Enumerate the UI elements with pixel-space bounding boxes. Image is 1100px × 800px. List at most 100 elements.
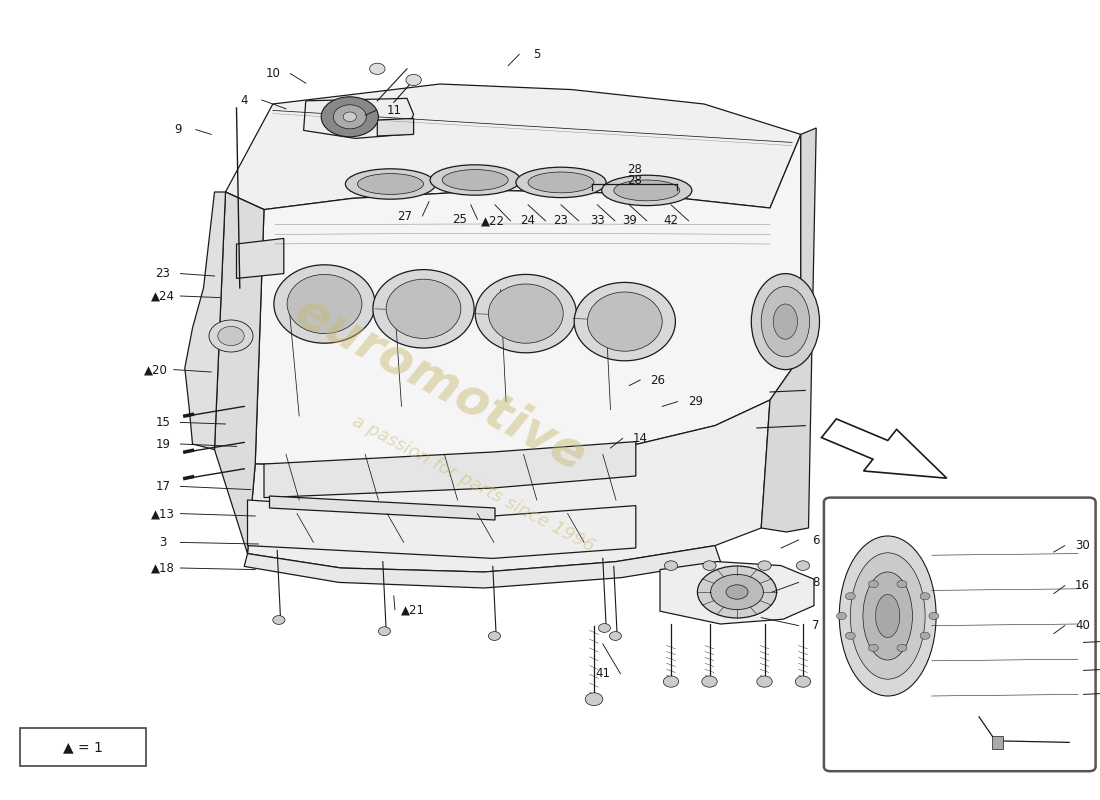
Polygon shape <box>214 192 264 554</box>
Text: ▲21: ▲21 <box>400 603 425 616</box>
Circle shape <box>585 693 603 706</box>
Circle shape <box>609 632 622 640</box>
Ellipse shape <box>761 286 810 357</box>
Ellipse shape <box>864 572 913 660</box>
Circle shape <box>920 593 929 600</box>
Text: 4: 4 <box>241 94 248 106</box>
Circle shape <box>218 326 244 346</box>
Text: 25: 25 <box>452 213 468 226</box>
Ellipse shape <box>321 97 378 137</box>
Circle shape <box>757 676 772 687</box>
Text: a passion for parts since 1996: a passion for parts since 1996 <box>349 412 597 556</box>
Ellipse shape <box>751 274 820 370</box>
Text: 39: 39 <box>621 214 637 227</box>
Ellipse shape <box>373 270 474 348</box>
Circle shape <box>702 676 717 687</box>
Polygon shape <box>214 192 264 464</box>
Polygon shape <box>248 500 636 558</box>
Ellipse shape <box>442 170 508 190</box>
Ellipse shape <box>876 594 900 638</box>
Polygon shape <box>883 512 1081 728</box>
Circle shape <box>758 561 771 570</box>
Ellipse shape <box>528 172 594 193</box>
Ellipse shape <box>488 284 563 343</box>
Text: 8: 8 <box>813 576 820 589</box>
Text: 24: 24 <box>520 214 536 227</box>
Text: 14: 14 <box>632 432 648 445</box>
Text: ▲22: ▲22 <box>481 214 505 227</box>
Text: ▲18: ▲18 <box>151 562 175 574</box>
FancyBboxPatch shape <box>824 498 1096 771</box>
Text: 5: 5 <box>534 48 540 61</box>
Circle shape <box>795 676 811 687</box>
Circle shape <box>703 561 716 570</box>
Circle shape <box>378 627 390 635</box>
Circle shape <box>869 581 879 588</box>
Polygon shape <box>236 238 284 278</box>
Circle shape <box>846 593 856 600</box>
Circle shape <box>663 676 679 687</box>
Circle shape <box>928 613 939 619</box>
Text: 23: 23 <box>553 214 569 227</box>
Text: 40: 40 <box>1075 619 1090 632</box>
Circle shape <box>209 320 253 352</box>
Circle shape <box>846 632 856 639</box>
Polygon shape <box>822 419 947 478</box>
Text: 7: 7 <box>813 619 820 632</box>
Text: 28: 28 <box>627 163 641 176</box>
Polygon shape <box>244 546 721 588</box>
Circle shape <box>664 561 678 570</box>
Text: ▲24: ▲24 <box>151 290 175 302</box>
Circle shape <box>406 74 421 86</box>
Ellipse shape <box>839 536 936 696</box>
Ellipse shape <box>475 274 576 353</box>
Ellipse shape <box>574 282 675 361</box>
Circle shape <box>920 632 929 639</box>
Polygon shape <box>304 98 414 138</box>
Text: 16: 16 <box>1075 579 1090 592</box>
Ellipse shape <box>274 265 375 343</box>
Text: 19: 19 <box>155 438 170 450</box>
Ellipse shape <box>602 175 692 206</box>
Ellipse shape <box>516 167 606 198</box>
Text: 41: 41 <box>595 667 610 680</box>
Polygon shape <box>185 192 226 450</box>
Circle shape <box>896 644 906 651</box>
Text: ▲20: ▲20 <box>144 363 168 376</box>
Ellipse shape <box>726 585 748 599</box>
Text: 26: 26 <box>650 374 666 386</box>
Circle shape <box>370 63 385 74</box>
Text: euromotive: euromotive <box>286 287 594 481</box>
Ellipse shape <box>587 292 662 351</box>
Text: 33: 33 <box>590 214 605 227</box>
Ellipse shape <box>345 169 436 199</box>
Text: ▲ = 1: ▲ = 1 <box>63 740 103 754</box>
Text: 27: 27 <box>397 210 412 222</box>
Text: 30: 30 <box>1075 539 1090 552</box>
Circle shape <box>273 616 285 624</box>
Bar <box>20 728 146 766</box>
Polygon shape <box>248 400 770 572</box>
Text: 9: 9 <box>175 123 182 136</box>
Ellipse shape <box>697 566 777 618</box>
Polygon shape <box>255 134 801 466</box>
Ellipse shape <box>773 304 798 339</box>
Polygon shape <box>226 84 801 210</box>
Text: ▲13: ▲13 <box>151 507 175 520</box>
Text: 3: 3 <box>160 536 166 549</box>
Ellipse shape <box>711 574 763 610</box>
Polygon shape <box>270 496 495 520</box>
Text: 10: 10 <box>265 67 280 80</box>
Text: 11: 11 <box>386 104 402 117</box>
Text: 28: 28 <box>627 174 642 186</box>
Polygon shape <box>264 442 636 498</box>
Circle shape <box>598 624 611 632</box>
Polygon shape <box>377 118 414 136</box>
Circle shape <box>836 613 847 619</box>
Text: 17: 17 <box>155 480 170 493</box>
Text: 42: 42 <box>663 214 679 227</box>
Ellipse shape <box>614 180 680 201</box>
Ellipse shape <box>430 165 520 195</box>
Ellipse shape <box>333 105 366 129</box>
Text: 29: 29 <box>688 395 703 408</box>
